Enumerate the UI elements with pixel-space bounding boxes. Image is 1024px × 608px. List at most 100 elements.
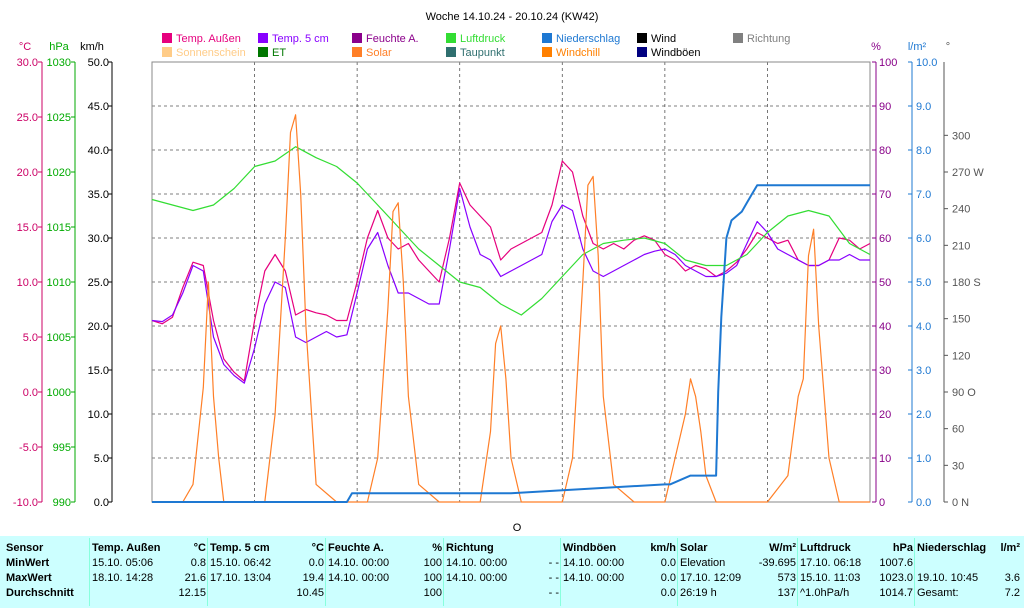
rain-tick-label: 6.0	[916, 233, 931, 245]
stats-row-label: 14.10. 00:00	[328, 572, 390, 584]
stats-header: Windböen km/h	[563, 541, 680, 556]
stats-row: 15.10. 11:03 1023.0	[800, 571, 917, 586]
stats-header: Temp. 5 cm °C	[210, 541, 328, 556]
plot-frame	[151, 61, 871, 503]
rain-tick-label: 5.0	[916, 277, 931, 289]
stats-column: Niederschlag l/m² 19.10. 10:45 3.6 Gesamt: 7.…	[917, 536, 1024, 608]
stats-row: 19.10. 10:45 3.6	[917, 571, 1024, 586]
pressure-tick-label: 1005	[47, 332, 71, 344]
legend-item: Niederschlag	[542, 33, 620, 45]
speed-tick-label: 5.0	[94, 453, 109, 465]
stats-row: 14.10. 00:00 100	[328, 571, 446, 586]
temp-tick-label: 30.0	[17, 57, 38, 69]
stats-row-label: 26:19 h	[680, 587, 717, 599]
legend-label: Temp. 5 cm	[272, 33, 329, 45]
stats-row-value: 3.6	[1004, 572, 1020, 584]
legend-label: Taupunkt	[460, 47, 505, 59]
legend-label: Sonnenschein	[176, 47, 246, 59]
rain-tick-label: 2.0	[916, 409, 931, 421]
stats-separator	[443, 538, 444, 606]
stats-row: 17.10. 13:04 19.4	[210, 571, 328, 586]
stats-row: 18.10. 14:28 21.6	[92, 571, 210, 586]
stats-header-unit: hPa	[892, 542, 913, 554]
legend-item: Richtung	[733, 33, 790, 45]
stats-row	[917, 556, 1024, 571]
stats-row-value: 12.15	[178, 587, 206, 599]
stats-header: Luftdruck hPa	[800, 541, 917, 556]
stats-header-label: Richtung	[446, 542, 494, 554]
pressure-tick-label: 1010	[47, 277, 71, 289]
direction-tick-label: 150	[952, 314, 970, 326]
stats-row: 14.10. 00:00 - -	[446, 556, 563, 571]
humidity-tick-label: 40	[879, 321, 891, 333]
legend-item: ET	[258, 47, 286, 59]
stats-header-label: Temp. 5 cm	[210, 542, 270, 554]
legend-swatch	[542, 33, 552, 43]
wind-direction-marker: O	[513, 522, 522, 532]
speed-tick-label: 10.0	[88, 409, 109, 421]
pressure-tick-label: 990	[53, 497, 71, 509]
rain-tick-label: 4.0	[916, 321, 931, 333]
rain-tick-label: 9.0	[916, 101, 931, 113]
series-layer	[151, 114, 871, 503]
stats-row-label: Durchschnitt	[6, 587, 74, 599]
stats-row-label: 14.10. 00:00	[446, 557, 508, 569]
legend-swatch	[446, 47, 456, 57]
stats-row: 26:19 h 137	[680, 586, 800, 601]
direction-tick-label: 240	[952, 204, 970, 216]
humidity-tick-label: 100	[879, 57, 897, 69]
stats-row-label: 15.10. 05:06	[92, 557, 154, 569]
stats-row-label: 15.10. 11:03	[800, 572, 861, 584]
temp-axis-unit: °C	[19, 41, 31, 53]
legend-item: Temp. Außen	[162, 33, 241, 45]
stats-header: Richtung	[446, 541, 563, 556]
series-line	[151, 160, 871, 382]
stats-header-label: Feuchte A.	[328, 542, 384, 554]
speed-axis-unit: km/h	[80, 41, 104, 53]
stats-row-value: 1014.7	[879, 587, 913, 599]
rain-tick-label: 8.0	[916, 145, 931, 157]
stats-header-label: Solar	[680, 542, 708, 554]
pressure-tick-label: 995	[53, 442, 71, 454]
legend-label: Solar	[366, 47, 392, 59]
series-line	[151, 187, 870, 384]
humidity-tick-label: 80	[879, 145, 891, 157]
legend-item: Luftdruck	[446, 33, 506, 45]
legend-label: Windchill	[556, 47, 600, 59]
humidity-axis-unit: %	[871, 41, 881, 53]
legend-swatch	[162, 47, 172, 57]
stats-column: Feuchte A.% 14.10. 00:00 100 14.10. 00:00 10…	[328, 536, 446, 608]
stats-row-value: 0.0	[660, 587, 676, 599]
stats-row-value: - -	[548, 572, 559, 584]
stats-row-value: 0.0	[660, 557, 676, 569]
stats-row-label: 17.10. 13:04	[210, 572, 272, 584]
humidity-tick-label: 60	[879, 233, 891, 245]
legend-label: Niederschlag	[556, 33, 620, 45]
rain-tick-label: 1.0	[916, 453, 931, 465]
direction-tick-label: 180 S	[952, 277, 981, 289]
axes: °C hPa km/h% l/m² ° 30.0 25.0 20.0 15.0 10.0 5.0 0.…	[13, 41, 984, 509]
legend-item: Windchill	[542, 47, 600, 59]
speed-tick-label: 15.0	[88, 365, 109, 377]
stats-table: Sensor MinWert MaxWert Durchschnitt Temp. Au…	[0, 536, 1024, 608]
stats-row: ^1.0hPa/h 1014.7	[800, 586, 917, 601]
speed-tick-label: 35.0	[88, 189, 109, 201]
direction-tick-label: 210	[952, 240, 970, 252]
stats-row: 17.10. 06:18 1007.6	[800, 556, 917, 571]
stats-header-label: Luftdruck	[800, 542, 851, 554]
legend-swatch	[352, 33, 362, 43]
stats-row: 14.10. 00:00 - -	[446, 571, 563, 586]
stats-separator	[797, 538, 798, 606]
legend-item: Feuchte A.	[352, 33, 419, 45]
stats-separator	[914, 538, 915, 606]
humidity-tick-label: 50	[879, 277, 891, 289]
direction-tick-label: 300	[952, 130, 970, 142]
stats-row: - -	[446, 586, 563, 601]
stats-row: Gesamt: 7.2	[917, 586, 1024, 601]
stats-row-label: 14.10. 00:00	[563, 557, 625, 569]
rain-tick-label: 3.0	[916, 365, 931, 377]
pressure-tick-label: 1030	[47, 57, 71, 69]
stats-header-label: Temp. Außen	[92, 542, 161, 554]
humidity-tick-label: 10	[879, 453, 891, 465]
stats-row-value: 7.2	[1004, 587, 1020, 599]
